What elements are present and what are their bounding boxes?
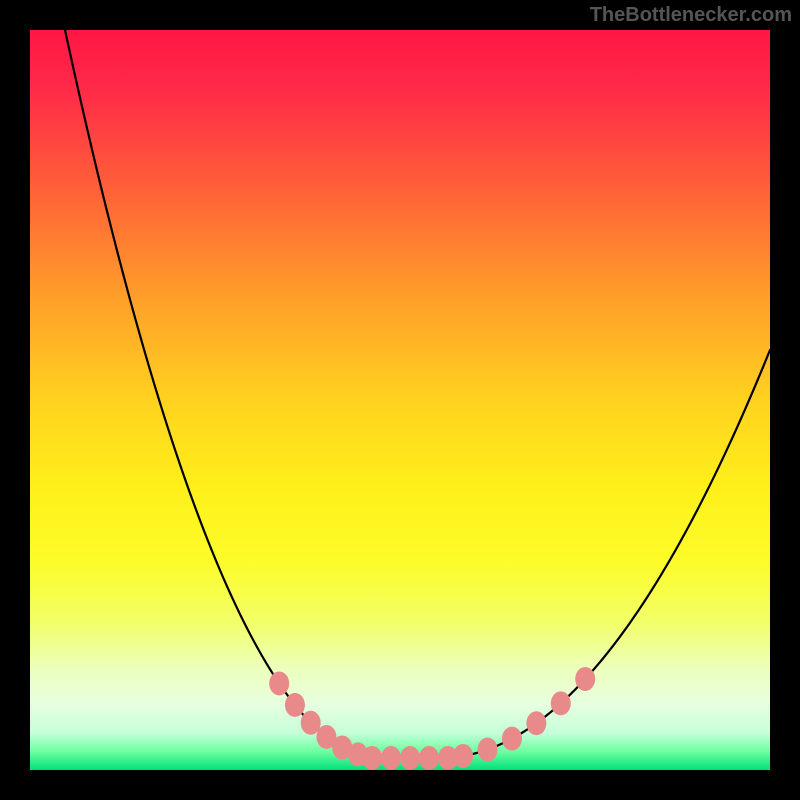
marker-dot [478,738,498,762]
marker-dot [381,746,401,770]
marker-dot [419,746,439,770]
bottleneck-chart [0,0,800,800]
watermark-text: TheBottlenecker.com [590,4,792,27]
marker-dot [575,667,595,691]
marker-dot [502,727,522,751]
marker-dot [400,746,420,770]
marker-dot [551,691,571,715]
marker-dot [362,746,382,770]
gradient-plot-area [30,30,770,770]
marker-dot [438,746,458,770]
marker-dot [285,693,305,717]
marker-dot [269,671,289,695]
marker-dot [526,711,546,735]
